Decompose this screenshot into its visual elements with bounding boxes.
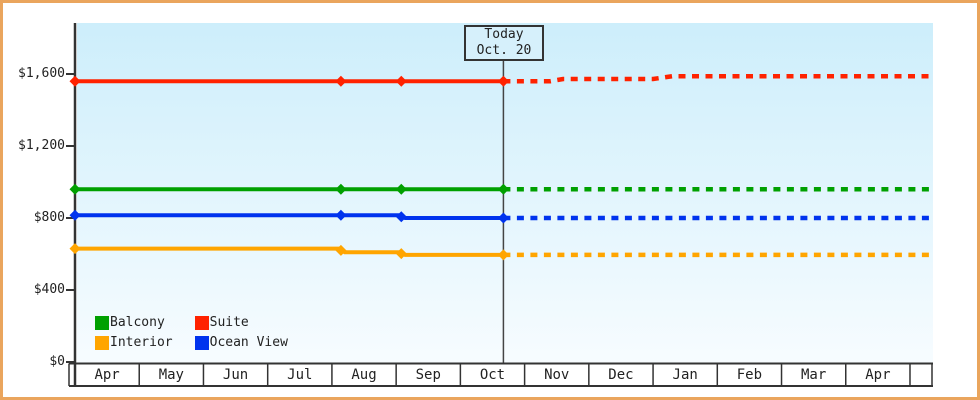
ocean-view-swatch-icon [194,335,209,350]
series-marker-balcony [69,183,81,195]
x-axis-month-label: Apr [865,367,891,383]
series-line-interior [75,246,504,257]
today-date: Oct. 20 [476,43,532,58]
x-axis-month-label: Oct [479,367,506,383]
legend-label: Ocean View [209,335,288,350]
x-axis-month-label: Nov [544,367,570,383]
series-marker-balcony [497,183,509,195]
series-marker-suite [497,75,509,87]
chart-plot-svg [66,23,933,387]
x-axis-month-label: Mar [800,367,827,383]
x-axis-month-label: Jan [672,367,698,383]
legend-label: Balcony [110,315,165,330]
y-axis-label: $800 [33,210,65,225]
x-axis-month-label: Sep [415,367,441,383]
suite-swatch-icon [194,315,209,330]
interior-swatch-icon [95,335,109,350]
series-marker-suite [395,75,407,87]
x-axis-month-label: Apr [94,367,120,383]
y-axis-label: $1,200 [18,138,65,153]
y-axis-label: $1,600 [18,66,65,81]
balcony-swatch-icon [95,315,109,330]
y-axis-label: $0 [49,354,65,369]
series-line-ocean-view [75,213,504,220]
series-marker-interior [497,249,509,261]
legend-label: Interior [110,335,173,350]
legend-item-suite: Suite [194,315,288,330]
today-label: Today [484,27,524,42]
x-axis-month-label: May [158,367,184,383]
series-marker-suite [335,75,347,87]
series-marker-ocean-view [395,211,407,223]
x-axis-month-label: Feb [736,367,763,383]
series-marker-balcony [395,183,407,195]
series-marker-balcony [335,183,347,195]
today-marker-box: Today Oct. 20 [464,25,544,61]
series-marker-ocean-view [497,212,509,224]
series-marker-ocean-view [69,209,81,221]
x-axis-month-label: Aug [351,367,377,383]
series-forecast-line-suite [503,73,932,84]
series-marker-interior [335,244,347,256]
series-marker-suite [69,75,81,87]
legend-label: Suite [209,315,249,330]
x-axis-month-label: Jun [222,367,249,383]
x-axis-month-label: Dec [608,367,634,383]
x-axis-month-label: Jul [287,367,313,383]
legend-item-balcony: Balcony [95,315,173,330]
legend-item-interior: Interior [95,335,173,350]
series-marker-ocean-view [335,209,347,221]
chart-legend: Balcony Suite Interior Ocean View [95,315,288,350]
y-axis-label: $400 [33,282,65,297]
legend-item-ocean-view: Ocean View [194,335,288,350]
series-marker-interior [395,248,407,260]
series-marker-interior [69,243,81,255]
